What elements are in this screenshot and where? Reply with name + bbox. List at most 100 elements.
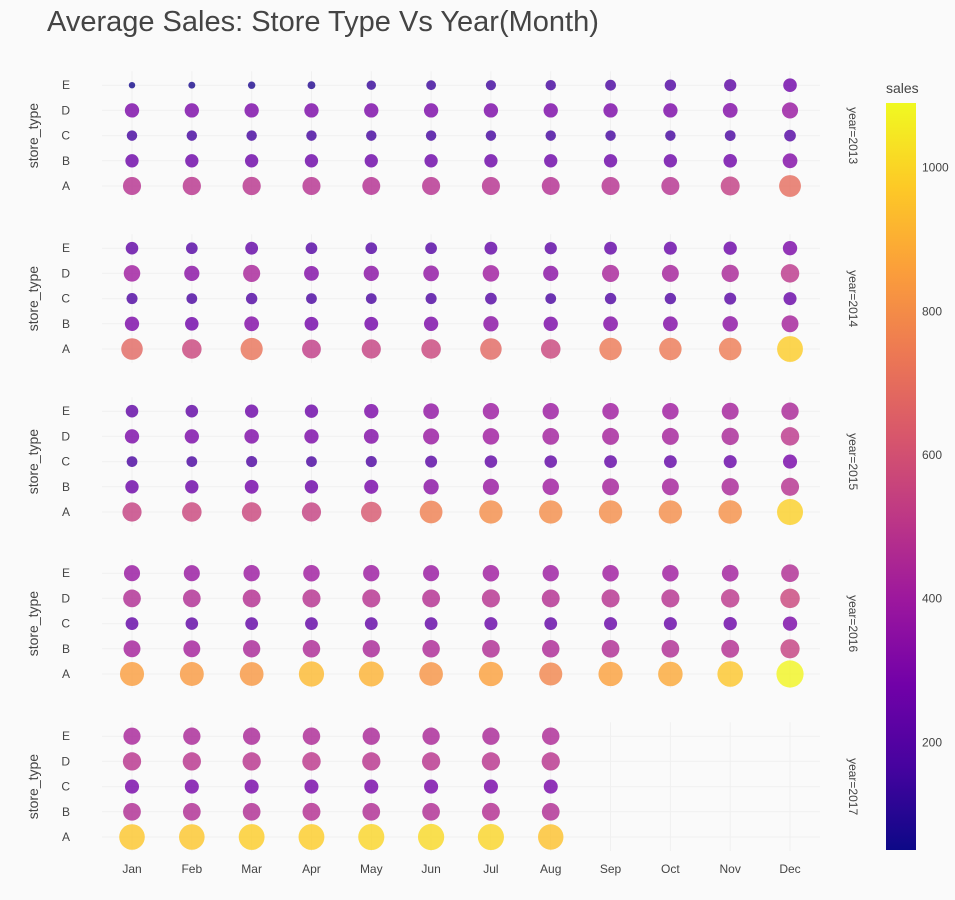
data-point <box>542 428 560 445</box>
data-point <box>185 242 198 255</box>
data-point <box>364 316 379 331</box>
data-point <box>604 292 617 305</box>
data-point <box>662 402 679 420</box>
data-point <box>423 428 440 445</box>
data-point <box>724 130 736 141</box>
data-point <box>362 640 380 658</box>
data-point <box>242 640 261 658</box>
data-point <box>306 293 317 304</box>
data-point <box>724 292 737 305</box>
data-point <box>419 500 443 524</box>
data-point <box>424 617 438 630</box>
data-point <box>364 479 379 494</box>
data-point <box>539 662 563 686</box>
x-tick-label: Jul <box>483 862 498 876</box>
data-point <box>602 427 620 445</box>
data-point <box>425 242 437 255</box>
y-axis-title: store_type <box>25 103 41 169</box>
data-point <box>125 480 139 494</box>
data-point <box>482 564 500 582</box>
data-point <box>780 427 800 446</box>
data-point <box>125 404 139 418</box>
data-point <box>539 500 563 524</box>
data-point <box>782 153 798 169</box>
data-point <box>776 660 804 688</box>
data-point <box>122 502 142 522</box>
data-point <box>362 802 381 821</box>
data-point <box>543 316 558 331</box>
data-point <box>182 502 202 522</box>
y-tick-label: E <box>62 78 70 92</box>
data-point <box>364 404 379 419</box>
data-point <box>301 502 322 522</box>
y-tick-label: D <box>61 266 70 280</box>
data-point <box>242 802 261 821</box>
colorbar <box>886 103 916 850</box>
data-point <box>244 429 259 444</box>
data-point <box>665 130 676 141</box>
data-point <box>724 79 737 92</box>
y-tick-label: C <box>61 292 70 306</box>
data-point <box>122 176 142 196</box>
data-point <box>242 727 261 745</box>
data-point <box>483 779 498 794</box>
data-point <box>185 617 199 630</box>
data-point <box>246 456 258 468</box>
data-point <box>184 103 199 118</box>
data-point <box>541 752 560 771</box>
data-point <box>241 502 262 522</box>
data-point <box>302 640 321 658</box>
y-tick-label: E <box>62 404 70 418</box>
y-tick-label: A <box>62 342 70 356</box>
data-point <box>363 265 379 282</box>
y-tick-label: C <box>61 780 70 794</box>
data-point <box>658 500 683 524</box>
data-point <box>545 293 557 304</box>
data-point <box>302 339 321 359</box>
data-point <box>603 103 618 118</box>
data-point <box>599 337 622 361</box>
data-point <box>304 316 319 331</box>
y-tick-label: E <box>62 729 70 743</box>
data-point <box>484 154 498 168</box>
data-point <box>126 293 138 305</box>
x-tick-label: Apr <box>302 862 321 876</box>
y-tick-label: D <box>61 429 70 443</box>
y-tick-label: C <box>61 129 70 143</box>
data-point <box>184 429 199 444</box>
data-point <box>128 82 136 89</box>
data-point <box>598 661 623 687</box>
data-point <box>482 639 500 658</box>
data-point <box>242 589 261 608</box>
facet-label: year=2016 <box>846 595 860 652</box>
data-point <box>603 154 618 168</box>
data-point <box>184 779 199 794</box>
colorbar-tick-label: 400 <box>922 592 942 606</box>
data-point <box>478 661 504 687</box>
data-point <box>124 429 140 444</box>
data-point <box>482 265 500 282</box>
data-point <box>479 500 503 524</box>
data-point <box>781 102 799 119</box>
y-tick-label: C <box>61 617 70 631</box>
data-point <box>542 478 559 496</box>
data-point <box>605 130 616 141</box>
data-point <box>183 565 200 582</box>
data-point <box>542 565 559 582</box>
data-point <box>784 129 796 142</box>
data-point <box>541 727 560 745</box>
y-tick-label: D <box>61 754 70 768</box>
data-point <box>720 176 740 196</box>
data-point <box>121 338 143 360</box>
data-point <box>239 662 264 686</box>
x-tick-label: Sep <box>600 862 622 876</box>
data-point <box>366 80 376 90</box>
data-point <box>721 478 739 496</box>
data-point <box>722 316 738 332</box>
data-point <box>721 427 739 446</box>
data-point <box>304 103 319 118</box>
data-point <box>240 337 263 361</box>
colorbar-tick-label: 200 <box>922 735 942 749</box>
data-point <box>185 317 199 331</box>
